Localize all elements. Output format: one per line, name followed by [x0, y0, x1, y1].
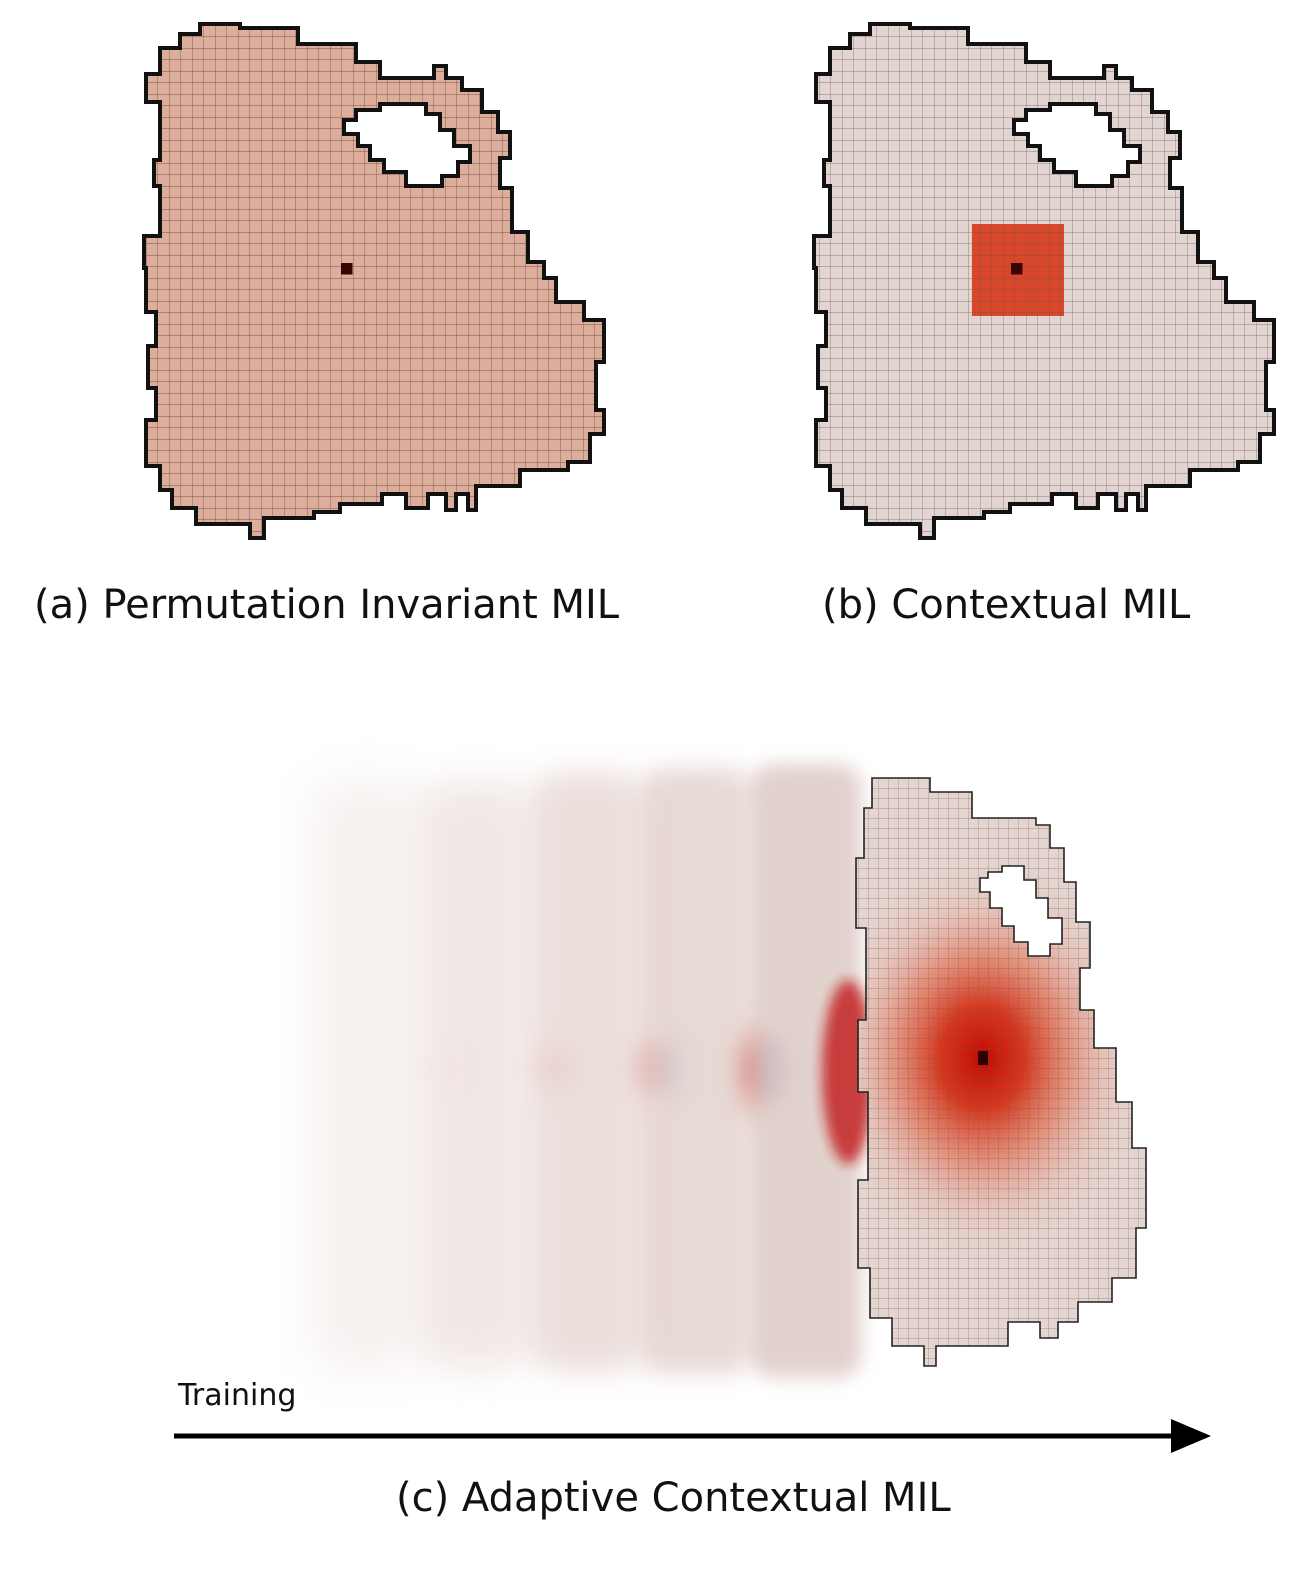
focus-patch-b: [1011, 263, 1023, 275]
caption-a: (a) Permutation Invariant MIL: [34, 582, 620, 628]
caption-c: (c) Adaptive Contextual MIL: [396, 1475, 951, 1521]
training-snapshot-3: [528, 772, 644, 1372]
training-snapshot-5: [728, 764, 862, 1378]
training-label: Training: [178, 1378, 297, 1413]
panel-c-adaptive-contextual: [174, 764, 1211, 1453]
tissue-hole-a: [342, 102, 472, 188]
focus-patch-a: [341, 263, 353, 275]
training-snapshot-final: [855, 777, 1147, 1367]
training-snapshot-1: [312, 780, 420, 1370]
training-snapshot-2: [420, 780, 532, 1370]
panel-b-contextual: [812, 22, 1276, 540]
tissue-hole-c: [979, 865, 1063, 957]
panel-a-permutation-invariant: [142, 22, 606, 540]
caption-b: (b) Contextual MIL: [822, 582, 1191, 628]
tissue-hole-b: [1012, 102, 1142, 188]
focus-patch-c: [978, 1051, 988, 1065]
training-snapshot-4: [626, 768, 752, 1374]
